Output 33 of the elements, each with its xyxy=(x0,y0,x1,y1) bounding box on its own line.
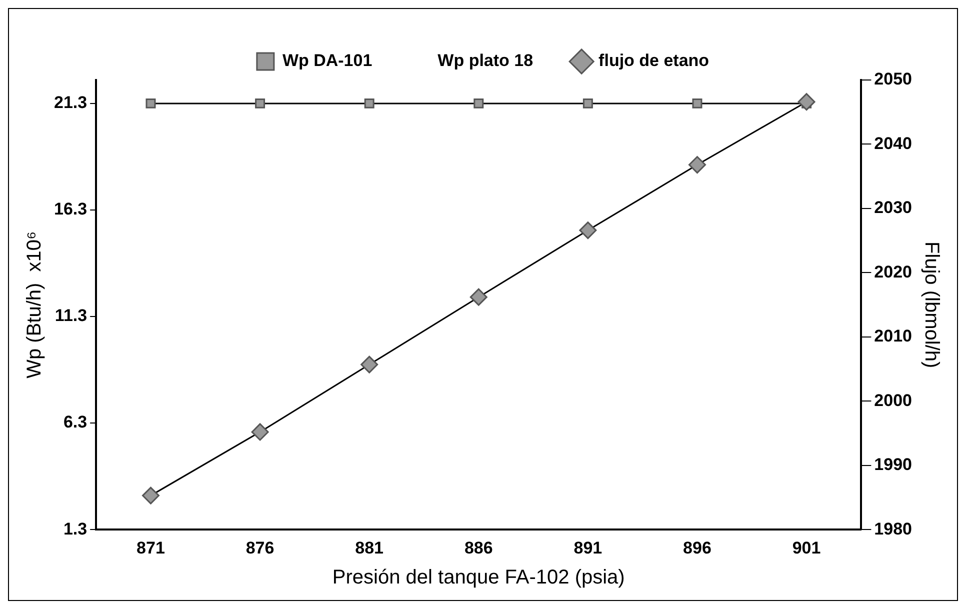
x-axis-title: Presión del tanque FA-102 (psia) xyxy=(332,566,625,589)
legend-label: Wp DA-101 xyxy=(282,51,372,70)
y2-tick-label: 2010 xyxy=(874,326,912,346)
y-tick-label: 6.3 xyxy=(63,412,88,432)
x-tick-label: 891 xyxy=(574,538,602,558)
y2-tick-label: 2040 xyxy=(874,134,912,153)
y-tick-label: 21.3 xyxy=(54,93,88,112)
y2-axis-title: Flujo (lbmol/h) xyxy=(920,241,942,368)
y-axis-title: Wp (Btu/h) x10⁶ xyxy=(24,231,46,378)
x-tick-label: 876 xyxy=(246,538,274,558)
x-tick-label: 871 xyxy=(136,538,165,558)
y2-tick-label: 2050 xyxy=(874,70,912,89)
point xyxy=(579,222,597,240)
y2-tick-label: 1980 xyxy=(874,519,912,538)
point xyxy=(470,288,488,306)
x-tick-label: 896 xyxy=(683,538,712,558)
legend-label: flujo de etano xyxy=(598,51,710,70)
text: Wp plato 18 xyxy=(438,51,534,70)
x-tick-label: 881 xyxy=(355,538,384,558)
y2-tick-label: 1990 xyxy=(874,455,912,474)
y2-tick-label: 2000 xyxy=(874,390,912,410)
y-tick-label: 16.3 xyxy=(54,200,88,219)
x-tick-label: 886 xyxy=(464,538,493,558)
point xyxy=(360,356,378,374)
y2-tick-label: 2020 xyxy=(874,262,912,282)
point xyxy=(688,156,706,174)
y-tick-label: 11.3 xyxy=(54,306,88,326)
y2-tick-label: 2030 xyxy=(874,198,912,218)
point xyxy=(251,423,269,441)
x-tick-label: 901 xyxy=(792,538,821,558)
point xyxy=(798,93,816,111)
y-tick-label: 1.3 xyxy=(63,519,88,538)
point xyxy=(142,486,160,504)
